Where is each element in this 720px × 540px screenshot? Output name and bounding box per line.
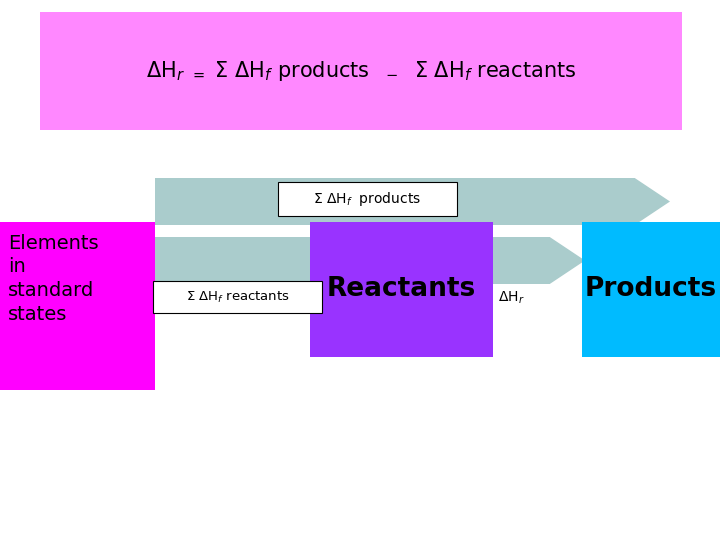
Polygon shape xyxy=(155,237,395,284)
Text: $\Delta$H$_r$: $\Delta$H$_r$ xyxy=(498,290,525,306)
FancyBboxPatch shape xyxy=(153,281,322,313)
Text: Reactants: Reactants xyxy=(327,276,476,302)
Polygon shape xyxy=(490,237,585,284)
FancyBboxPatch shape xyxy=(278,182,457,216)
Polygon shape xyxy=(155,178,670,225)
Text: Elements
in
standard
states: Elements in standard states xyxy=(8,234,99,323)
Text: Products: Products xyxy=(585,276,717,302)
FancyBboxPatch shape xyxy=(310,222,493,357)
Text: $\Delta$H$_r$ $_=$ $\Sigma$ $\Delta$H$_f$ products  $_-$  $\Sigma$ $\Delta$H$_f$: $\Delta$H$_r$ $_=$ $\Sigma$ $\Delta$H$_f… xyxy=(145,59,576,83)
Text: $\Sigma$ $\Delta$H$_f$ reactants: $\Sigma$ $\Delta$H$_f$ reactants xyxy=(186,289,289,305)
FancyBboxPatch shape xyxy=(40,12,682,130)
Text: $\Sigma$ $\Delta$H$_f$  products: $\Sigma$ $\Delta$H$_f$ products xyxy=(313,190,421,208)
FancyBboxPatch shape xyxy=(582,222,720,357)
FancyBboxPatch shape xyxy=(0,222,155,390)
